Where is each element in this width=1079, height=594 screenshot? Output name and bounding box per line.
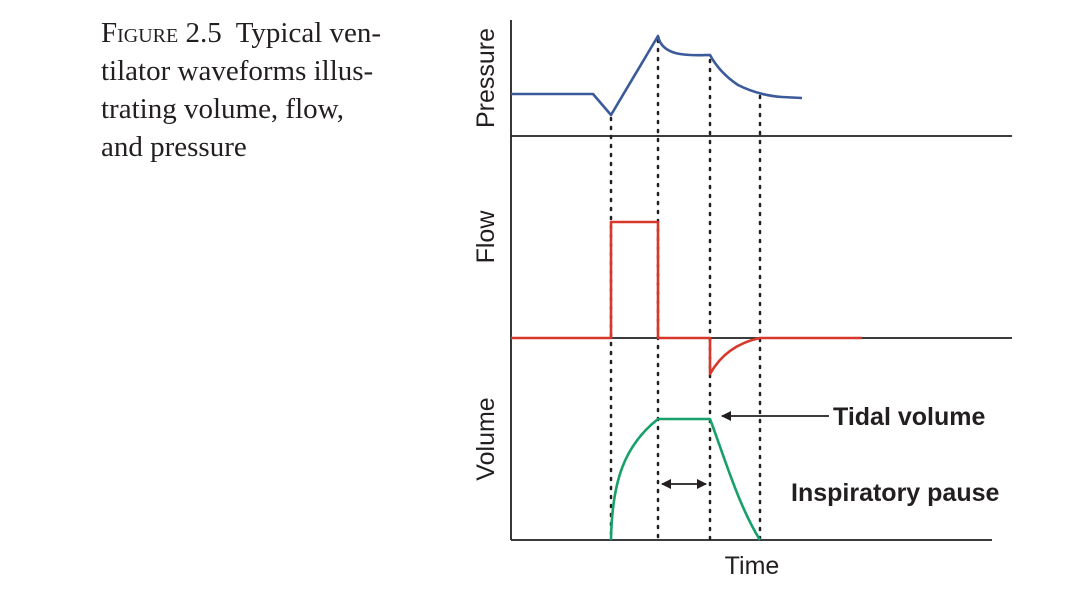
caption-line-2: tilator waveforms illus-: [101, 55, 374, 87]
pressure-axis-label: Pressure: [472, 28, 500, 128]
caption-line-1: Figure 2.5 Typical ven-: [101, 14, 446, 52]
flow-waveform: [511, 220, 862, 376]
volume-axis-label: Volume: [472, 397, 500, 480]
inspiratory-pause-label: Inspiratory pause: [791, 479, 999, 507]
tidal-volume-label: Tidal volume: [833, 403, 985, 431]
caption-line-4: and pressure: [101, 131, 247, 163]
volume-waveform: [609, 417, 762, 541]
figure-caption: Figure 2.5 Typical ven- tilator waveform…: [101, 14, 446, 166]
guide-lines: [609, 38, 762, 542]
pressure-waveform: [511, 34, 803, 117]
caption-line-3: trating volume, flow,: [101, 93, 344, 125]
time-axis-label: Time: [725, 552, 780, 580]
figure-number: Figure 2.5: [101, 17, 222, 49]
flow-axis-label: Flow: [472, 210, 500, 264]
caption-text-1: Typical ven-: [235, 17, 382, 49]
